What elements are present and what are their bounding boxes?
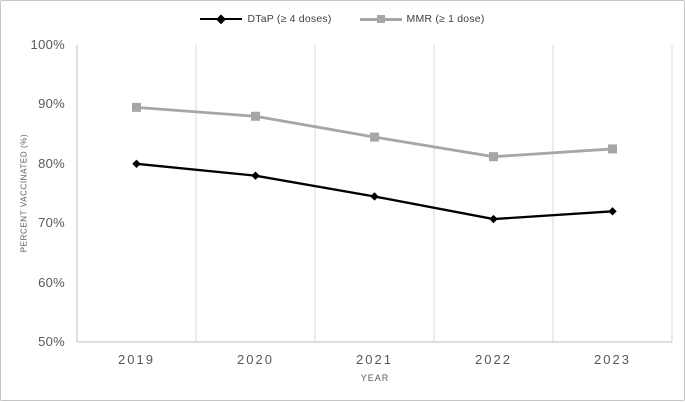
y-tick-label: 80% bbox=[38, 155, 65, 171]
y-axis-title: PERCENT VACCINATED (%) bbox=[19, 133, 29, 253]
square-marker-icon bbox=[489, 152, 498, 162]
y-tick-label: 60% bbox=[38, 274, 65, 290]
y-tick-label: 100% bbox=[30, 37, 65, 52]
x-tick-label: 2022 bbox=[475, 352, 512, 367]
x-tick-label: 2021 bbox=[356, 352, 393, 367]
diamond-marker-icon bbox=[370, 192, 379, 201]
legend-item-dtap: DTaP (≥ 4 doses) bbox=[200, 13, 331, 25]
diamond-marker-icon bbox=[608, 207, 617, 216]
square-marker-icon bbox=[376, 15, 385, 23]
diamond-marker-icon bbox=[132, 159, 141, 168]
x-tick-label: 2020 bbox=[237, 352, 274, 367]
y-tick-label: 90% bbox=[38, 96, 65, 112]
diamond-marker-icon bbox=[489, 214, 498, 224]
chart-legend: DTaP (≥ 4 doses) MMR (≥ 1 dose) bbox=[1, 11, 684, 27]
x-tick-label: 2019 bbox=[118, 352, 155, 367]
diamond-marker-icon bbox=[251, 171, 260, 180]
y-tick-label: 50% bbox=[38, 334, 65, 349]
series-line-mmr bbox=[136, 105, 613, 159]
y-tick-label: 70% bbox=[38, 215, 65, 231]
series-line-dtap bbox=[136, 162, 613, 221]
x-tick-label: 2023 bbox=[594, 352, 631, 367]
legend-label-dtap: DTaP (≥ 4 doses) bbox=[247, 13, 332, 25]
square-marker-icon bbox=[132, 102, 141, 112]
square-marker-icon bbox=[608, 144, 617, 154]
legend-label-mmr: MMR (≥ 1 dose) bbox=[406, 13, 485, 25]
square-marker-icon bbox=[251, 111, 260, 121]
mmr-line-sample-icon bbox=[359, 14, 402, 24]
x-axis-title: YEAR bbox=[360, 373, 390, 383]
square-marker-icon bbox=[370, 132, 379, 142]
legend-item-mmr: MMR (≥ 1 dose) bbox=[359, 13, 485, 25]
dtap-line-sample-icon bbox=[200, 14, 243, 24]
